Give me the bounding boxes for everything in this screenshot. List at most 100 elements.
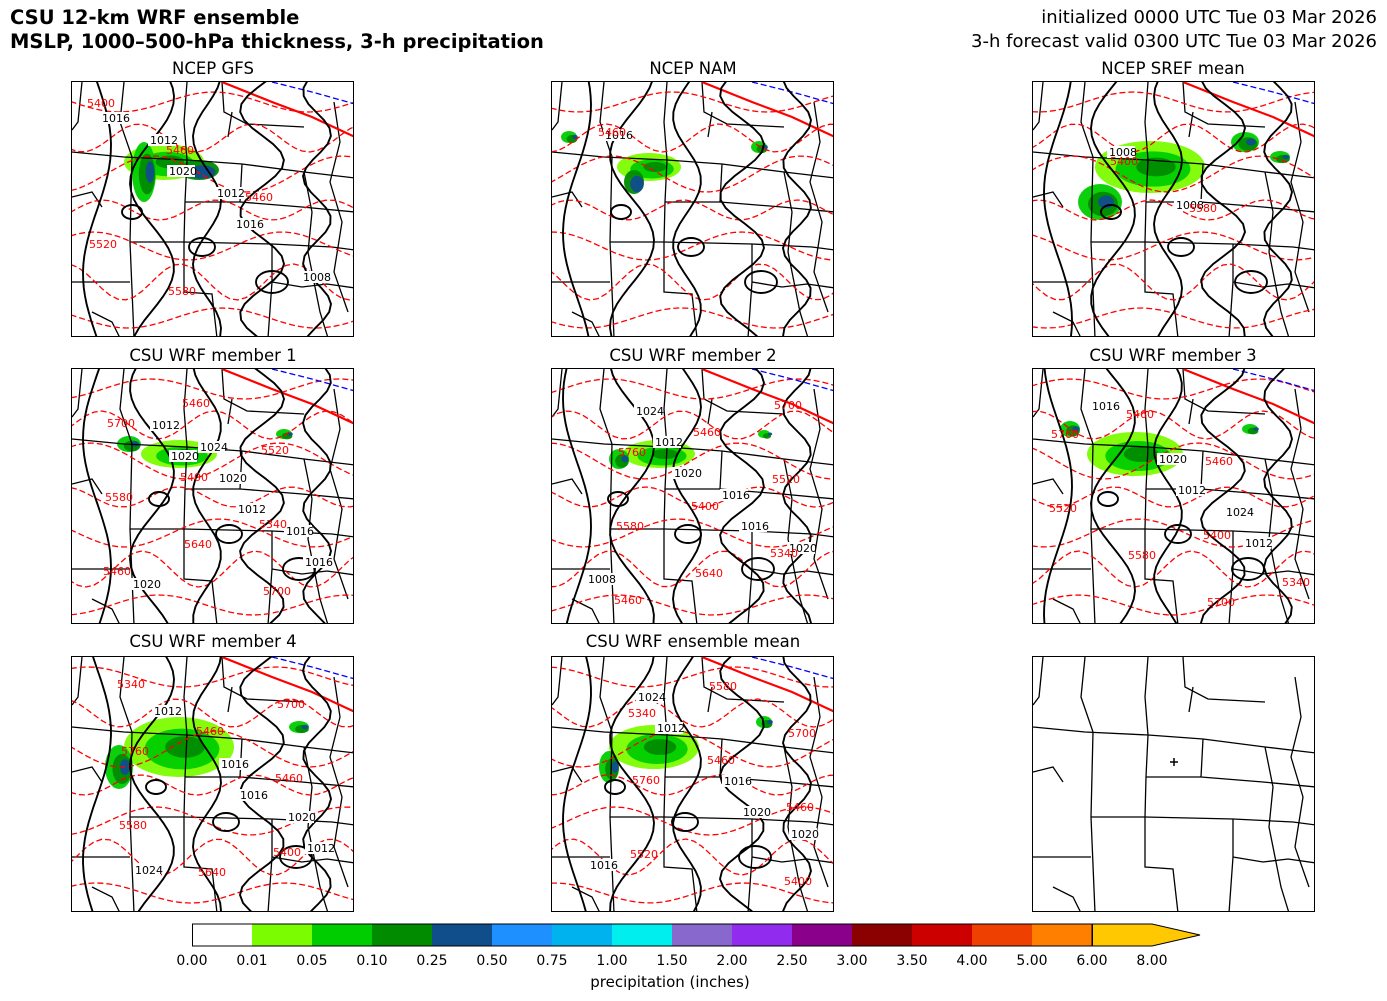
contour-label-bg bbox=[789, 828, 817, 840]
state-border bbox=[72, 82, 83, 131]
mslp-label: 1024 bbox=[200, 441, 228, 454]
precip-shading bbox=[609, 430, 773, 469]
map-canvas: 1020 1016 1008 1012 1016 1020 1024 5400 5340 5460… bbox=[552, 369, 833, 623]
colorbar-swatch bbox=[192, 924, 252, 946]
mslp-isobar bbox=[562, 369, 592, 623]
colorbar-swatch bbox=[552, 924, 612, 946]
mslp-isobar bbox=[192, 82, 222, 336]
colorbar-swatch bbox=[852, 924, 912, 946]
thickness-contour bbox=[1033, 123, 1314, 153]
thickness-contour bbox=[552, 698, 833, 728]
thickness-label: 5640 bbox=[184, 538, 212, 551]
contour-label-bg bbox=[603, 129, 631, 141]
panel-title-ensemble-mean: CSU WRF ensemble mean bbox=[585, 632, 801, 651]
contour-labels: 1020 1016 1008 1012 1016 1020 1024 5400 5340 5460… bbox=[586, 399, 817, 607]
mslp-isobar bbox=[239, 657, 285, 911]
mslp-isobar bbox=[782, 369, 812, 623]
state-border bbox=[227, 686, 233, 713]
thickness-contour bbox=[72, 882, 353, 904]
mslp-closed-isobar bbox=[1167, 237, 1195, 257]
thickness-contour bbox=[72, 199, 353, 221]
state-border bbox=[552, 438, 833, 466]
mslp-closed-isobar bbox=[282, 557, 316, 581]
contour-label-bg bbox=[238, 789, 266, 801]
state-border bbox=[751, 568, 833, 576]
state-border bbox=[552, 478, 583, 495]
state-border bbox=[185, 776, 353, 788]
colorbar-swatch bbox=[312, 924, 372, 946]
state-border bbox=[1144, 242, 1179, 336]
state-border bbox=[72, 657, 83, 706]
thickness-contour bbox=[72, 378, 353, 400]
colorbar-swatch bbox=[612, 924, 672, 946]
colorbar-tick-label: 0.01 bbox=[236, 953, 268, 969]
state-border bbox=[552, 726, 833, 754]
thickness-label: 5400 bbox=[87, 97, 115, 110]
contour-label-bg bbox=[234, 218, 262, 230]
valid-time: 3-h forecast valid 0300 UTC Tue 03 Mar 2… bbox=[971, 31, 1377, 52]
mslp-isobar bbox=[782, 82, 812, 336]
mslp-closed-isobar bbox=[215, 524, 243, 544]
thickness-label: 5460 bbox=[182, 397, 210, 410]
thickness-label: 5520 bbox=[772, 473, 800, 486]
state-border bbox=[665, 201, 833, 213]
state-border bbox=[1232, 568, 1314, 576]
mslp-closed-isobar bbox=[1231, 557, 1265, 581]
mslp-isobar bbox=[239, 369, 285, 623]
state-border bbox=[91, 311, 120, 336]
map-canvas: 1016 1020 1016 1008 1012 1012 5400 5460 5460 5520… bbox=[72, 82, 353, 336]
thickness-contour bbox=[552, 666, 833, 688]
colorbar-extend-arrow bbox=[1091, 923, 1201, 947]
colorbar-tick-label: 1.00 bbox=[596, 953, 628, 969]
contour-label-bg bbox=[303, 556, 331, 568]
thickness-contour bbox=[1033, 155, 1314, 193]
state-border bbox=[1232, 281, 1314, 289]
state-border bbox=[72, 478, 103, 495]
mslp-isobar bbox=[562, 657, 592, 911]
state-border bbox=[809, 388, 829, 600]
state-border bbox=[747, 819, 753, 911]
state-border bbox=[183, 657, 188, 736]
mslp-label: 1020 bbox=[791, 828, 819, 841]
precip-area bbox=[145, 161, 155, 183]
thickness-contour bbox=[552, 231, 833, 261]
mslp-label: 1020 bbox=[219, 472, 247, 485]
mslp-label: 1016 bbox=[240, 789, 268, 802]
mslp-isobar bbox=[302, 369, 332, 623]
thickness-contour bbox=[72, 307, 353, 329]
state-border bbox=[1144, 529, 1179, 623]
mslp-label: 1012 bbox=[150, 134, 178, 147]
panel-title-member-2: CSU WRF member 2 bbox=[609, 346, 777, 365]
thickness-5400-line bbox=[1182, 369, 1314, 425]
state-border bbox=[1080, 657, 1094, 733]
colorbar-tick-label: 1.50 bbox=[656, 953, 688, 969]
thickness-label: 5580 bbox=[105, 491, 133, 504]
state-border bbox=[1290, 101, 1310, 313]
thickness-label: 5580 bbox=[168, 285, 196, 298]
state-border bbox=[1264, 171, 1290, 336]
state-border bbox=[329, 388, 349, 600]
state-border bbox=[707, 686, 713, 713]
map-canvas: 1016 1012 1012 1016 1020 1024 5400 5340 5460 5460… bbox=[72, 657, 353, 911]
mslp-closed-isobar bbox=[677, 237, 705, 257]
thickness-label: 5580 bbox=[1128, 549, 1156, 562]
mslp-label: 1008 bbox=[1176, 199, 1204, 212]
thickness-label: 5400 bbox=[691, 500, 719, 513]
contour-label-bg bbox=[169, 450, 197, 462]
state-border bbox=[1290, 676, 1310, 888]
map-canvas bbox=[1033, 657, 1314, 911]
mslp-closed-isobar bbox=[188, 237, 216, 257]
contour-label-bg bbox=[131, 578, 159, 590]
state-border bbox=[552, 151, 833, 179]
colorbar-tick-label: 6.00 bbox=[1076, 953, 1108, 969]
contour-label-bg bbox=[286, 811, 314, 823]
state-border bbox=[663, 242, 698, 336]
contour-labels: 1012 1012 1016 1020 1024 5400 5340 5460 5460 5520… bbox=[1049, 400, 1310, 609]
state-border bbox=[1144, 657, 1149, 736]
thickness-label: 5460 bbox=[103, 565, 131, 578]
mslp-label: 1012 bbox=[307, 842, 335, 855]
state-border bbox=[571, 311, 600, 336]
colorbar-frame bbox=[192, 923, 1093, 947]
mslp-label: 1016 bbox=[722, 489, 750, 502]
mslp-isobar bbox=[1263, 369, 1293, 623]
